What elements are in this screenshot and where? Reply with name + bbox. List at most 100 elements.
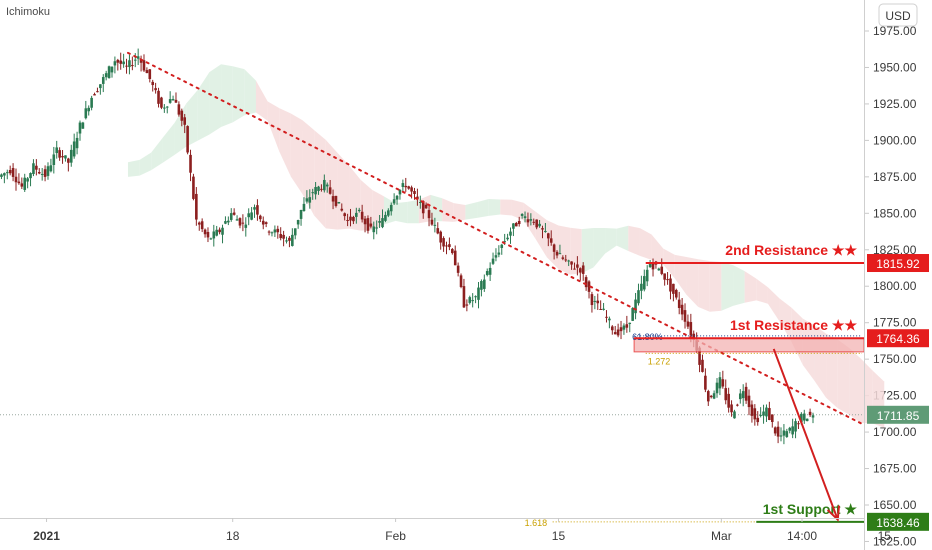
ichimoku-cloud-segment xyxy=(442,198,454,222)
candle-body xyxy=(768,408,771,420)
candle-body xyxy=(363,218,367,225)
ichimoku-cloud-segment xyxy=(383,196,396,225)
candle-body xyxy=(672,283,675,294)
candle-body xyxy=(291,234,294,246)
candle-body xyxy=(759,414,762,416)
price-tag-label: 1764.36 xyxy=(876,332,920,346)
candle-body xyxy=(195,193,198,220)
candle-body xyxy=(520,213,524,216)
level-name: 2nd Resistance ★★ xyxy=(725,242,857,258)
candle-body xyxy=(547,233,550,239)
candle-body xyxy=(480,281,483,290)
candle-body xyxy=(407,186,410,189)
candle-body xyxy=(337,202,341,204)
price-tag-bg xyxy=(867,329,929,348)
candle-body xyxy=(261,220,265,225)
candle-body xyxy=(288,237,291,241)
ichimoku-cloud-segment xyxy=(558,225,571,275)
ichimoku-cloud-segment xyxy=(837,339,850,415)
candle-body xyxy=(343,213,346,217)
candle-body xyxy=(430,219,434,225)
ichimoku-cloud-segment xyxy=(209,64,222,135)
candle-body xyxy=(122,61,125,65)
candle-body xyxy=(477,287,480,300)
candle-body xyxy=(299,209,303,219)
candle-body xyxy=(165,106,169,108)
ichimoku-cloud-segment xyxy=(523,202,536,239)
candle-body xyxy=(212,231,216,239)
ichimoku-cloud-segment xyxy=(756,278,768,304)
candle-body xyxy=(509,231,512,236)
ichimoku-cloud-segment xyxy=(511,199,524,221)
candle-body xyxy=(218,229,221,233)
candle-body xyxy=(456,265,460,273)
candle-body xyxy=(14,176,18,183)
candle-body xyxy=(276,228,280,233)
candle-body xyxy=(224,221,227,224)
candle-body xyxy=(474,296,477,298)
candle-body xyxy=(791,426,794,435)
candle-body xyxy=(465,304,469,306)
candle-body xyxy=(491,258,495,264)
candle-body xyxy=(26,178,29,182)
candle-body xyxy=(64,155,67,159)
candle-body xyxy=(433,224,437,226)
ichimoku-cloud-segment xyxy=(349,165,361,231)
y-tick-label: 1825.00 xyxy=(873,243,917,257)
ichimoku-cloud-segment xyxy=(593,228,606,268)
candle-body xyxy=(69,149,73,163)
candle-body xyxy=(631,308,634,321)
candle-body xyxy=(619,327,623,332)
candle-body xyxy=(107,66,111,79)
candle-body xyxy=(736,404,739,406)
candle-body xyxy=(788,427,792,431)
candle-body xyxy=(581,265,585,274)
candle-body xyxy=(483,279,486,289)
ichimoku-cloud-segment xyxy=(290,113,303,195)
candle-body xyxy=(282,234,285,239)
candle-body xyxy=(323,179,326,191)
candle-body xyxy=(43,169,47,177)
candle-body xyxy=(503,241,506,243)
candle-body xyxy=(23,177,27,190)
candle-body xyxy=(331,196,335,202)
fib-level-label: 61.80% xyxy=(632,332,663,342)
candle-body xyxy=(613,332,617,335)
candle-body xyxy=(468,297,472,303)
candle-body xyxy=(20,183,24,187)
candle-body xyxy=(622,325,626,330)
candle-body xyxy=(802,413,806,421)
candle-body xyxy=(724,388,728,401)
candle-body xyxy=(250,212,253,220)
candle-body xyxy=(139,59,143,63)
candle-body xyxy=(555,251,559,256)
price-tag-bg xyxy=(867,254,929,273)
candle-body xyxy=(794,421,797,432)
candle-body xyxy=(168,99,172,103)
candle-body xyxy=(37,172,41,174)
ichimoku-cloud-segment xyxy=(244,69,256,116)
candle-body xyxy=(81,122,85,129)
candle-body xyxy=(320,188,323,190)
candle-body xyxy=(325,184,329,187)
candle-body xyxy=(349,216,352,221)
candle-body xyxy=(314,187,317,195)
candle-body xyxy=(567,260,570,262)
candle-body xyxy=(765,407,768,417)
candle-body xyxy=(87,107,91,112)
y-tick-label: 1875.00 xyxy=(873,170,917,184)
candle-body xyxy=(721,379,725,387)
currency-button[interactable] xyxy=(878,3,918,27)
candle-body xyxy=(215,229,219,236)
candle-body xyxy=(692,333,696,340)
ichimoku-cloud-segment xyxy=(605,228,617,254)
forecast-arrow-shaft xyxy=(772,348,839,520)
candle-body xyxy=(346,219,349,221)
ichimoku-cloud-segment xyxy=(674,254,687,295)
candle-body xyxy=(355,212,358,217)
candle-body xyxy=(494,255,498,258)
ichimoku-cloud-segment xyxy=(407,199,419,224)
candle-body xyxy=(104,73,108,78)
candle-body xyxy=(11,168,15,177)
